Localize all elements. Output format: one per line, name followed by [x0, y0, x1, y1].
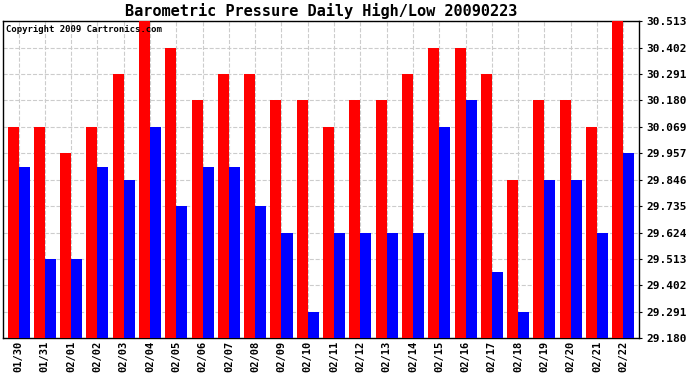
Bar	[45, 259, 56, 338]
Bar	[413, 232, 424, 338]
Bar	[19, 166, 30, 338]
Bar	[440, 127, 451, 338]
Bar	[166, 48, 177, 338]
Bar	[150, 127, 161, 338]
Bar	[612, 21, 623, 338]
Bar	[34, 127, 45, 338]
Bar	[455, 48, 466, 338]
Bar	[466, 100, 477, 338]
Bar	[97, 166, 108, 338]
Text: Copyright 2009 Cartronics.com: Copyright 2009 Cartronics.com	[6, 24, 162, 33]
Bar	[507, 180, 518, 338]
Bar	[86, 127, 97, 338]
Bar	[533, 100, 544, 338]
Bar	[282, 232, 293, 338]
Bar	[177, 206, 188, 338]
Bar	[60, 153, 71, 338]
Bar	[308, 312, 319, 338]
Bar	[560, 100, 571, 338]
Bar	[255, 206, 266, 338]
Bar	[492, 272, 503, 338]
Bar	[229, 166, 240, 338]
Bar	[571, 180, 582, 338]
Bar	[192, 100, 203, 338]
Bar	[360, 232, 371, 338]
Bar	[203, 166, 214, 338]
Bar	[402, 74, 413, 338]
Bar	[297, 100, 308, 338]
Bar	[586, 127, 597, 338]
Bar	[481, 74, 492, 338]
Bar	[334, 232, 345, 338]
Bar	[218, 74, 229, 338]
Bar	[349, 100, 360, 338]
Bar	[71, 259, 82, 338]
Bar	[8, 127, 19, 338]
Bar	[518, 312, 529, 338]
Bar	[623, 153, 634, 338]
Bar	[428, 48, 440, 338]
Bar	[244, 74, 255, 338]
Bar	[597, 232, 608, 338]
Bar	[375, 100, 386, 338]
Bar	[323, 127, 334, 338]
Title: Barometric Pressure Daily High/Low 20090223: Barometric Pressure Daily High/Low 20090…	[125, 3, 517, 19]
Bar	[386, 232, 397, 338]
Bar	[270, 100, 282, 338]
Bar	[124, 180, 135, 338]
Bar	[112, 74, 124, 338]
Bar	[139, 21, 150, 338]
Bar	[544, 180, 555, 338]
